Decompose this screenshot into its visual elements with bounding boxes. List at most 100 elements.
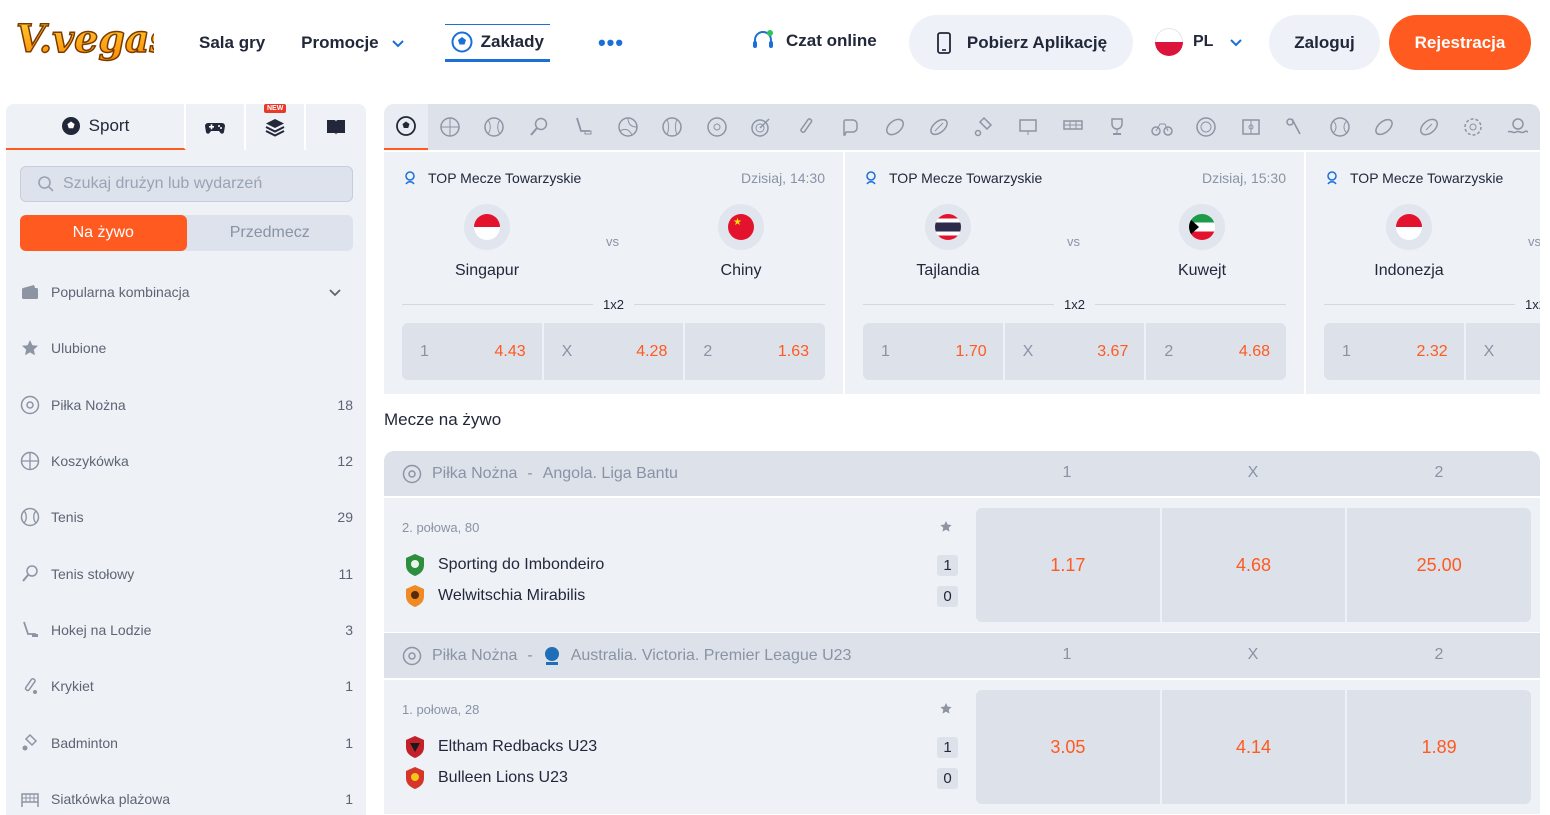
- odd-key: 1: [420, 342, 429, 360]
- language-selector[interactable]: PL: [1155, 28, 1243, 56]
- odd-button-x[interactable]: 4.68: [1161, 508, 1346, 622]
- odd-button-x[interactable]: X 4.28: [543, 323, 684, 380]
- live-match-row[interactable]: 1. połowa, 28 Eltham Redbacks U23 1 Bull…: [384, 680, 1540, 814]
- sport-filter-motorsport[interactable]: [1451, 116, 1496, 138]
- sport-filter-handball[interactable]: [1229, 116, 1274, 138]
- chat-label: Czat online: [786, 31, 877, 50]
- vvegas-logo[interactable]: V.vegas: [14, 12, 171, 72]
- tab-book[interactable]: [306, 104, 366, 150]
- nav-promocje[interactable]: Promocje: [301, 24, 404, 62]
- more-menu-icon[interactable]: •••: [597, 30, 625, 55]
- sport-filter-water-polo[interactable]: [1496, 116, 1540, 138]
- sport-filter-american-football[interactable]: [873, 116, 918, 138]
- sport-filter-hockey[interactable]: [561, 116, 606, 138]
- odd-button-2[interactable]: 25.00: [1347, 508, 1532, 622]
- sidebar-item-popular[interactable]: Popularna kombinacja: [6, 264, 366, 320]
- register-button[interactable]: Rejestracja: [1389, 15, 1531, 70]
- top-match-card[interactable]: TOP Mecze Towarzyskie Dzisiaj, 15:30 Taj…: [845, 152, 1304, 394]
- match-odds: 1.17 4.68 25.00: [976, 508, 1532, 622]
- toggle-live[interactable]: Na żywo: [20, 215, 187, 251]
- odd-button-1[interactable]: 3.05: [976, 690, 1160, 804]
- live-match-row[interactable]: 2. połowa, 80 Sporting do Imbondeiro 1 W…: [384, 498, 1540, 632]
- darts-icon: [751, 118, 770, 137]
- sport-filter-badminton[interactable]: [962, 116, 1007, 138]
- sidebar-item-cricket[interactable]: Krykiet 1: [6, 658, 366, 714]
- nav-zaklady[interactable]: Zakłady: [444, 24, 550, 62]
- sport-filter-basketball-2[interactable]: [1318, 116, 1363, 138]
- odd-button-1[interactable]: 1 2.32: [1324, 323, 1464, 380]
- odd-button-1[interactable]: 1.17: [976, 508, 1160, 622]
- odd-button-2[interactable]: 2 4.68: [1146, 323, 1287, 380]
- favourite-star-icon[interactable]: [939, 520, 953, 534]
- sidebar-item-badminton[interactable]: Badminton 1: [6, 714, 366, 770]
- login-button[interactable]: Zaloguj: [1269, 15, 1380, 70]
- tab-new-layers[interactable]: NEW: [246, 104, 306, 150]
- sidebar-item-count: 29: [337, 509, 353, 526]
- top-match-card[interactable]: TOP Mecze Towarzyskie Indonezja vs 1x2 1…: [1306, 152, 1540, 394]
- sport-filter-golf[interactable]: [1273, 116, 1318, 138]
- sport-filter-futsal[interactable]: [1184, 116, 1229, 138]
- toggle-prematch[interactable]: Przedmecz: [229, 224, 310, 241]
- sport-filter-volleyball[interactable]: [606, 116, 651, 138]
- odd-button-2[interactable]: 1.89: [1347, 690, 1532, 804]
- sidebar-item-favourites[interactable]: Ulubione: [6, 320, 366, 376]
- sidebar-item-ice-hockey[interactable]: Hokej na Lodzie 3: [6, 602, 366, 658]
- sport-filter-tennis[interactable]: [472, 116, 517, 138]
- indonesia-flag-icon: [1386, 204, 1432, 250]
- away-team-name: Chiny: [720, 262, 762, 279]
- sport-filter-boxing[interactable]: [828, 116, 873, 138]
- home-team-name: Singapur: [454, 262, 520, 279]
- sidebar-item-label: Koszykówka: [51, 453, 129, 470]
- odd-button-1[interactable]: 1 4.43: [402, 323, 542, 380]
- sport-filter-baseball[interactable]: [650, 116, 695, 138]
- top-match-card[interactable]: TOP Mecze Towarzyskie Dzisiaj, 14:30 Sin…: [384, 152, 843, 394]
- tab-esports[interactable]: [186, 104, 246, 150]
- odd-button-x[interactable]: 4.14: [1161, 690, 1346, 804]
- nav-zaklady-label: Zakłady: [480, 32, 544, 51]
- ball-icon: [1196, 117, 1217, 137]
- search-input[interactable]: Szukaj drużyn lub wydarzeń: [20, 166, 353, 202]
- market-divider: 1x2: [1324, 296, 1540, 312]
- sport-filter-darts[interactable]: [739, 116, 784, 138]
- sport-filter-rugby[interactable]: [917, 116, 962, 138]
- odd-value: 2.32: [1416, 342, 1448, 360]
- sidebar-item-football[interactable]: Piłka Nożna 18: [6, 377, 366, 433]
- sport-filter-trophy[interactable]: [1095, 116, 1140, 138]
- sidebar-item-basketball[interactable]: Koszykówka 12: [6, 433, 366, 489]
- sport-filter-beach-volleyball[interactable]: [1051, 116, 1096, 138]
- odd-button-x[interactable]: X 3.67: [1004, 323, 1145, 380]
- col-x-label: X: [1247, 464, 1259, 481]
- badminton-icon: [22, 733, 38, 751]
- sport-filter-aussie-rules[interactable]: [1362, 116, 1407, 138]
- sport-filter-all[interactable]: [384, 104, 428, 150]
- odd-button-x[interactable]: X: [1465, 323, 1540, 380]
- sport-filter-basketball[interactable]: [428, 116, 473, 138]
- home-team-name: Tajlandia: [916, 262, 980, 279]
- league-header[interactable]: Piłka Nożna - Australia. Victoria. Premi…: [384, 633, 1540, 678]
- tab-sport[interactable]: Sport: [6, 104, 186, 150]
- sport-filter-table-tennis[interactable]: [517, 116, 562, 138]
- sport-filter-esports[interactable]: [1006, 116, 1051, 138]
- league-header[interactable]: Piłka Nożna - Angola. Liga Bantu 1 X 2: [384, 451, 1540, 496]
- oval-ball-icon: [1375, 118, 1394, 136]
- sport-filter-cycling[interactable]: [1140, 116, 1185, 138]
- odds-row: 1 1.70 X 3.67 2 4.68: [863, 323, 1287, 380]
- card-league: TOP Mecze Towarzyskie: [428, 170, 582, 186]
- sidebar-item-beach-volleyball[interactable]: Siatkówka plażowa 1: [6, 771, 366, 815]
- away-team-row: Welwitschia Mirabilis 0: [402, 583, 958, 609]
- home-team-name: Indonezja: [1374, 262, 1444, 279]
- team-crest-icon: [406, 585, 424, 607]
- sport-filter-football[interactable]: [695, 116, 740, 138]
- odd-button-1[interactable]: 1 1.70: [863, 323, 1003, 380]
- chat-online-button[interactable]: Czat online: [750, 28, 877, 54]
- sidebar-item-table-tennis[interactable]: Tenis stołowy 11: [6, 545, 366, 601]
- odd-key: 2: [1164, 342, 1174, 360]
- sidebar-item-label: Piłka Nożna: [51, 396, 126, 413]
- download-app-button[interactable]: Pobierz Aplikację: [909, 15, 1133, 70]
- nav-sala-gry[interactable]: Sala gry: [199, 33, 266, 52]
- sidebar-item-tennis[interactable]: Tenis 29: [6, 489, 366, 545]
- sport-filter-gaelic[interactable]: [1407, 116, 1452, 138]
- odd-button-2[interactable]: 2 1.63: [685, 323, 826, 380]
- sport-filter-cricket[interactable]: [784, 116, 829, 138]
- favourite-star-icon[interactable]: [939, 702, 953, 716]
